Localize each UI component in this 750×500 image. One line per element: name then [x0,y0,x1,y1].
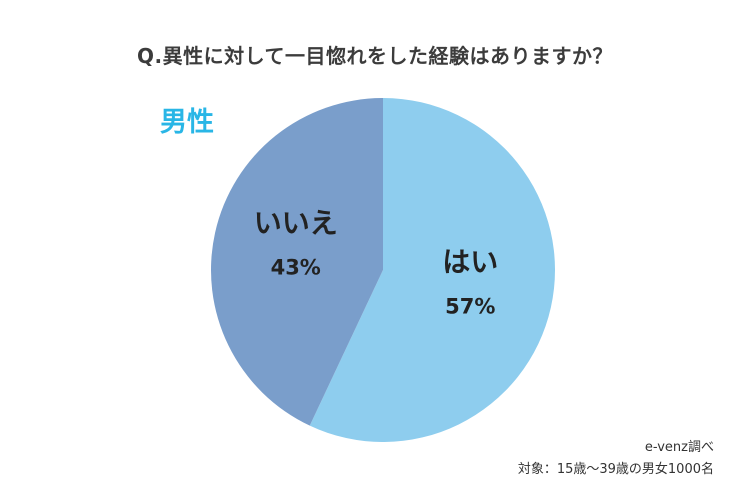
source-note: e-venz調べ [644,440,714,455]
target-note: 対象：15歳〜39歳の男女1000名 [517,462,714,477]
pie-slice-no [211,98,383,426]
pie-slice-yes [309,98,556,443]
slice-value-label: 43% [271,255,321,279]
slice-category-label: いいえ [254,206,338,239]
slice-value-label: 57% [445,295,495,319]
group-label-male: 男性 [160,107,214,138]
chart-title: Q.異性に対して一目惚れをした経験はありますか？ [137,44,613,68]
slice-category-label: はい [442,246,498,279]
